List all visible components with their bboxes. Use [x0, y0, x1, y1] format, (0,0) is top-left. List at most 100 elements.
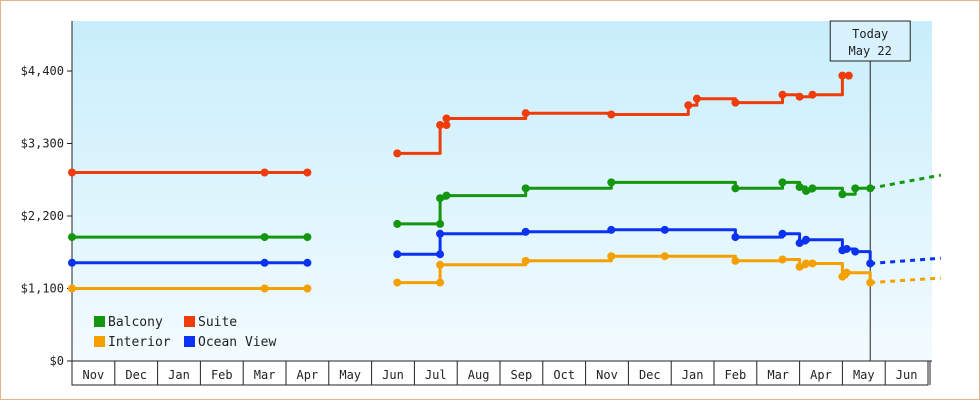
data-point-ocean-view[interactable]	[731, 233, 740, 242]
x-tick-label: Oct	[553, 368, 575, 382]
data-point-suite[interactable]	[442, 114, 451, 123]
data-point-balcony[interactable]	[260, 233, 269, 242]
x-tick-label: Feb	[725, 368, 747, 382]
today-label: Today	[852, 27, 888, 41]
data-point-suite[interactable]	[795, 92, 804, 101]
data-point-interior[interactable]	[866, 278, 875, 287]
data-point-balcony[interactable]	[393, 219, 402, 228]
legend-swatch	[94, 316, 105, 327]
data-point-balcony[interactable]	[521, 184, 530, 193]
x-tick-label: Nov	[596, 368, 618, 382]
x-tick-label: Apr	[810, 368, 832, 382]
data-point-suite[interactable]	[436, 121, 445, 130]
plot-background	[72, 21, 932, 361]
x-tick-label: Dec	[639, 368, 661, 382]
data-point-balcony[interactable]	[838, 190, 847, 199]
data-point-suite[interactable]	[303, 168, 312, 177]
data-point-ocean-view[interactable]	[842, 244, 851, 253]
y-tick-label: $4,400	[21, 64, 64, 78]
data-point-interior[interactable]	[303, 284, 312, 293]
data-point-interior[interactable]	[778, 255, 787, 264]
data-point-ocean-view[interactable]	[607, 225, 616, 234]
data-point-balcony[interactable]	[68, 233, 76, 242]
data-point-ocean-view[interactable]	[436, 250, 445, 259]
data-point-interior[interactable]	[521, 256, 530, 265]
data-point-ocean-view[interactable]	[660, 225, 669, 234]
x-tick-label: Feb	[211, 368, 233, 382]
data-point-suite[interactable]	[393, 149, 402, 158]
legend-swatch	[184, 336, 195, 347]
data-point-suite[interactable]	[68, 168, 76, 177]
x-tick-label: Sep	[511, 368, 533, 382]
data-point-suite[interactable]	[684, 101, 693, 110]
x-tick-label: Nov	[83, 368, 105, 382]
data-point-interior[interactable]	[260, 284, 269, 293]
data-point-balcony[interactable]	[795, 183, 804, 191]
data-point-balcony[interactable]	[851, 184, 860, 193]
x-tick-label: Jan	[682, 368, 704, 382]
data-point-ocean-view[interactable]	[795, 239, 804, 248]
data-point-interior[interactable]	[393, 278, 402, 287]
data-point-ocean-view[interactable]	[303, 258, 312, 267]
legend-swatch	[94, 336, 105, 347]
data-point-ocean-view[interactable]	[866, 259, 875, 268]
data-point-balcony[interactable]	[778, 178, 787, 187]
x-tick-label: May	[339, 368, 361, 382]
legend-label: Balcony	[108, 315, 163, 330]
data-point-interior[interactable]	[607, 252, 616, 261]
data-point-ocean-view[interactable]	[802, 235, 811, 244]
data-point-ocean-view[interactable]	[851, 247, 860, 256]
data-point-suite[interactable]	[521, 109, 530, 118]
legend-label: Suite	[198, 315, 237, 330]
x-tick-label: Jul	[425, 368, 447, 382]
data-point-balcony[interactable]	[436, 194, 445, 203]
today-date-label: May 22	[849, 44, 892, 58]
data-point-suite[interactable]	[260, 168, 269, 177]
data-point-balcony[interactable]	[866, 184, 875, 193]
data-point-interior[interactable]	[795, 262, 804, 271]
y-tick-label: $1,100	[21, 282, 64, 296]
data-point-balcony[interactable]	[607, 178, 616, 187]
data-point-ocean-view[interactable]	[436, 229, 445, 238]
data-point-ocean-view[interactable]	[778, 229, 787, 238]
data-point-balcony[interactable]	[731, 184, 740, 193]
legend-swatch	[184, 316, 195, 327]
data-point-balcony[interactable]	[802, 186, 811, 195]
data-point-balcony[interactable]	[442, 191, 451, 200]
legend-label: Interior	[108, 335, 171, 350]
data-point-balcony[interactable]	[436, 219, 445, 228]
data-point-interior[interactable]	[68, 284, 76, 293]
projection-line-interior	[870, 276, 941, 285]
x-tick-label: May	[853, 368, 875, 382]
data-point-interior[interactable]	[436, 260, 445, 269]
data-point-suite[interactable]	[808, 90, 817, 99]
projection-line-ocean-view	[870, 256, 941, 265]
data-point-suite[interactable]	[607, 110, 616, 119]
data-point-ocean-view[interactable]	[521, 227, 530, 236]
data-point-interior[interactable]	[731, 256, 740, 265]
y-tick-label: $2,200	[21, 209, 64, 223]
x-tick-label: Jun	[896, 368, 918, 382]
data-point-interior[interactable]	[842, 268, 851, 277]
data-point-suite[interactable]	[442, 121, 451, 130]
data-point-interior[interactable]	[436, 278, 445, 287]
data-point-interior[interactable]	[802, 259, 811, 268]
y-tick-label: $0	[50, 354, 64, 368]
x-tick-label: Jan	[168, 368, 190, 382]
data-point-ocean-view[interactable]	[393, 250, 402, 259]
x-tick-label: Dec	[125, 368, 147, 382]
projection-line-balcony	[869, 173, 942, 190]
legend-label: Ocean View	[198, 335, 276, 350]
data-point-interior[interactable]	[660, 252, 669, 261]
data-point-interior[interactable]	[808, 259, 817, 268]
data-point-ocean-view[interactable]	[260, 258, 269, 267]
data-point-suite[interactable]	[844, 71, 853, 80]
x-tick-label: Apr	[297, 368, 319, 382]
data-point-ocean-view[interactable]	[68, 258, 76, 267]
data-point-balcony[interactable]	[808, 184, 817, 193]
data-point-suite[interactable]	[838, 71, 847, 80]
data-point-suite[interactable]	[778, 90, 787, 99]
data-point-suite[interactable]	[731, 98, 740, 107]
data-point-balcony[interactable]	[303, 233, 312, 242]
data-point-suite[interactable]	[692, 94, 701, 103]
